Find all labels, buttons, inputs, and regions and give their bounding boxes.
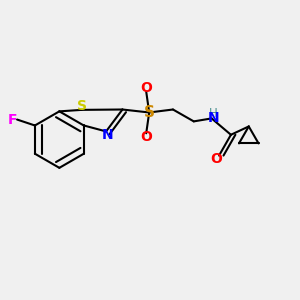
Text: O: O [140,130,152,144]
Text: O: O [140,81,152,95]
Text: F: F [8,112,17,127]
Text: N: N [102,128,113,142]
Text: H: H [209,107,218,120]
Text: S: S [76,99,87,113]
Text: O: O [210,152,222,166]
Text: S: S [144,105,155,120]
Text: N: N [207,111,219,125]
